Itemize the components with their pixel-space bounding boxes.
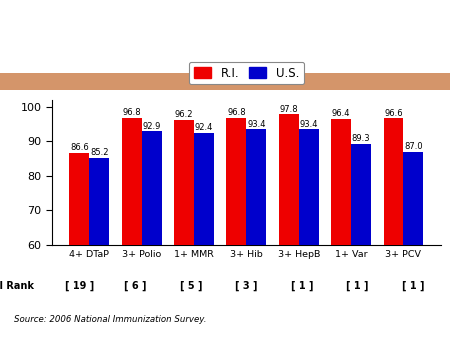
Bar — [122, 118, 142, 338]
Text: [ 5 ]: [ 5 ] — [180, 281, 202, 291]
Text: 92.4: 92.4 — [195, 123, 213, 132]
Legend: R.I., U.S.: R.I., U.S. — [189, 62, 304, 84]
Text: [ 1 ]: [ 1 ] — [291, 281, 313, 291]
Text: RI Rank: RI Rank — [0, 281, 34, 291]
Bar — [279, 114, 299, 338]
Text: 89.3: 89.3 — [352, 134, 370, 143]
Bar — [142, 131, 162, 338]
Bar — [299, 129, 319, 338]
Text: 96.8: 96.8 — [122, 108, 141, 117]
Text: Source: 2006 National Immunization Survey.: Source: 2006 National Immunization Surve… — [14, 315, 206, 324]
Text: 96.4: 96.4 — [332, 110, 351, 118]
Text: [ 3 ]: [ 3 ] — [235, 281, 257, 291]
Bar — [90, 158, 109, 338]
Bar — [331, 119, 351, 338]
Text: [ 1 ]: [ 1 ] — [402, 281, 424, 291]
Text: 93.4: 93.4 — [299, 120, 318, 129]
Text: 87.0: 87.0 — [404, 142, 423, 151]
Text: 96.8: 96.8 — [227, 108, 246, 117]
Bar — [226, 118, 247, 338]
Text: 96.6: 96.6 — [384, 109, 403, 118]
Text: 93.4: 93.4 — [247, 120, 266, 129]
Text: 92.9: 92.9 — [143, 121, 161, 130]
Bar — [69, 153, 90, 338]
Text: 96.2: 96.2 — [175, 110, 194, 119]
Text: [ 6 ]: [ 6 ] — [124, 281, 146, 291]
Text: 97.8: 97.8 — [279, 104, 298, 114]
Text: [ 1 ]: [ 1 ] — [346, 281, 369, 291]
Bar — [174, 120, 194, 338]
Bar — [403, 152, 423, 338]
Text: Estimated Vaccination Coverage with Individual Vaccines
Among Children Aged 19-3: Estimated Vaccination Coverage with Indi… — [19, 13, 341, 50]
Text: [ 19 ]: [ 19 ] — [65, 281, 94, 291]
Bar — [383, 118, 403, 338]
Bar — [194, 133, 214, 338]
Text: 85.2: 85.2 — [90, 148, 108, 157]
Bar — [351, 144, 371, 338]
Bar — [0, 73, 450, 90]
Text: 86.6: 86.6 — [70, 143, 89, 152]
Bar — [247, 129, 266, 338]
